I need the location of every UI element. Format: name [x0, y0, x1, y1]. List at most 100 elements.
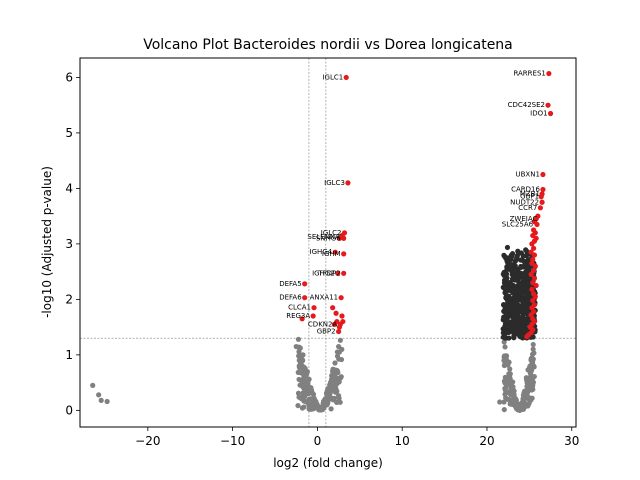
significant-point	[530, 297, 536, 304]
x-tick-label: 30	[564, 434, 579, 448]
data-point	[511, 275, 517, 281]
x-tick-label: 10	[395, 434, 410, 448]
gene-label: SNHG6	[316, 234, 341, 242]
data-point	[501, 308, 507, 314]
data-point	[520, 253, 526, 259]
significant-point	[339, 313, 345, 319]
significant-point	[345, 180, 351, 186]
data-point	[332, 386, 338, 392]
data-point	[296, 376, 302, 383]
y-tick-label: 6	[65, 70, 73, 84]
nonsignificant-points	[90, 336, 537, 413]
data-point	[517, 332, 523, 338]
data-point	[308, 396, 314, 402]
significant-point	[333, 310, 339, 316]
data-point	[308, 406, 315, 412]
x-axis-ticks: −20 −10 0 10 20 30	[135, 427, 579, 448]
y-axis-label: -log10 (Adjusted p-value)	[40, 166, 54, 318]
significant-point	[335, 270, 341, 276]
data-point	[506, 359, 512, 365]
data-point	[522, 262, 528, 268]
data-point	[514, 314, 521, 320]
significant-point	[311, 305, 317, 311]
data-point	[518, 400, 524, 407]
significant-point	[530, 256, 536, 263]
data-point	[505, 299, 511, 305]
data-point	[338, 356, 345, 363]
gene-label: DEFA6	[279, 294, 302, 302]
threshold-lines	[80, 58, 576, 427]
data-point	[524, 389, 530, 396]
x-tick-label: −10	[220, 434, 245, 448]
data-point	[504, 266, 510, 272]
significant-point	[545, 102, 551, 108]
gene-label: UBXN1	[516, 171, 540, 179]
gene-label: RARRES1	[513, 70, 545, 78]
significant-point	[302, 295, 308, 301]
data-point	[528, 357, 534, 363]
plot-frame	[79, 57, 577, 428]
data-point	[90, 382, 96, 388]
data-point	[514, 286, 520, 292]
data-point	[331, 395, 338, 401]
data-point	[104, 398, 110, 405]
data-point	[501, 378, 508, 384]
significant-point	[531, 245, 537, 251]
data-point	[334, 369, 341, 375]
data-point	[98, 397, 104, 403]
data-point	[334, 353, 341, 359]
significant-point	[538, 194, 544, 200]
gene-label: SLC25A6	[502, 220, 534, 228]
data-point	[502, 344, 508, 350]
significant-point	[540, 186, 546, 193]
x-tick-label: 0	[314, 434, 322, 448]
y-tick-label: 5	[65, 126, 73, 140]
data-point	[524, 298, 530, 304]
data-point	[512, 299, 518, 305]
data-point	[524, 267, 531, 273]
data-point	[301, 373, 307, 379]
data-point	[514, 402, 520, 408]
data-point	[503, 330, 509, 336]
data-point	[521, 309, 527, 315]
y-tick-label: 2	[65, 292, 73, 306]
significant-point	[539, 199, 545, 205]
data-point	[504, 244, 511, 251]
data-point	[511, 330, 517, 336]
data-point	[530, 375, 536, 381]
gene-label: ANXA11	[310, 294, 339, 302]
data-point	[317, 406, 323, 413]
gene-label: CDKN2A	[308, 320, 338, 328]
significant-point	[533, 282, 539, 289]
significant-point	[341, 251, 347, 257]
significant-point	[528, 312, 534, 318]
gene-label: CDC42SE2	[508, 101, 545, 109]
data-point	[301, 404, 307, 410]
data-point	[305, 381, 311, 387]
gene-label: REG3A	[286, 312, 310, 320]
data-point	[506, 335, 512, 341]
significant-point	[532, 294, 538, 300]
gene-label: GBP2	[317, 328, 336, 336]
significant-point	[341, 270, 347, 276]
significant-point	[531, 252, 538, 258]
gene-label: CARD16	[511, 186, 540, 194]
data-point	[298, 356, 304, 362]
significant-point	[534, 221, 540, 228]
data-point	[293, 343, 299, 350]
data-point	[516, 275, 523, 281]
data-point	[329, 373, 335, 379]
significant-point	[336, 324, 343, 330]
data-point	[525, 380, 531, 386]
data-point	[304, 387, 310, 393]
significant-point	[532, 263, 538, 269]
data-point	[523, 394, 529, 400]
gene-label: ZWEIAC	[510, 215, 538, 223]
data-point	[327, 387, 333, 393]
data-point	[524, 375, 531, 381]
data-point	[501, 406, 507, 413]
gene-label: IDO1	[530, 109, 547, 117]
data-point	[501, 358, 508, 364]
significant-point	[339, 232, 345, 239]
